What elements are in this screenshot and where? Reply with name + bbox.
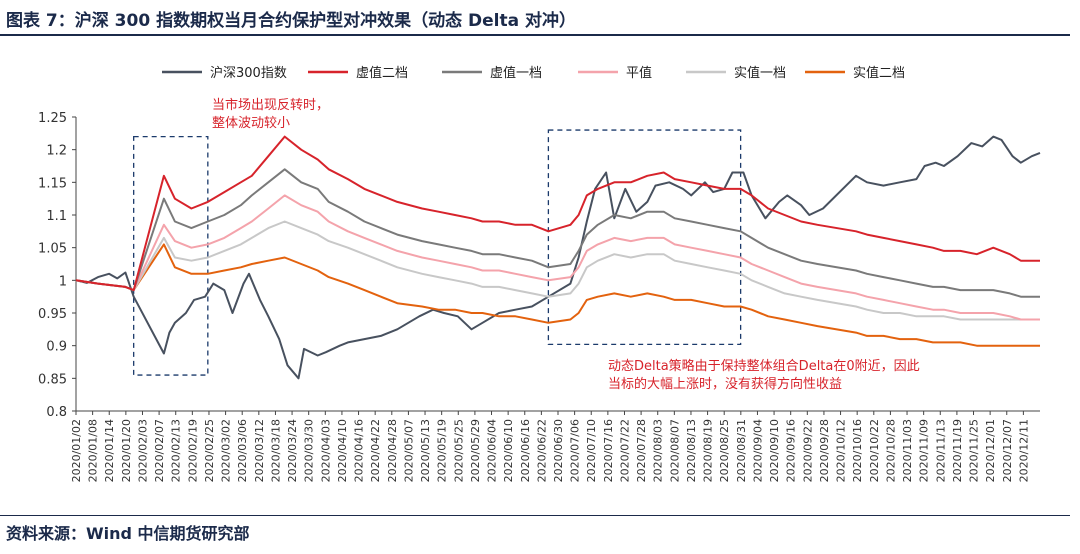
x-tick-label: 2020/11/25 (968, 419, 981, 482)
x-tick-label: 2020/01/14 (103, 419, 116, 482)
x-tick-label: 2020/02/07 (153, 419, 166, 482)
annotation-text: 动态Delta策略由于保持整体组合Delta在0附近，因此 (608, 358, 920, 374)
legend-label: 虚值一档 (490, 65, 542, 81)
x-tick-label: 2020/07/16 (602, 419, 615, 482)
x-tick-label: 2020/12/07 (1001, 419, 1014, 482)
chart-axes: 0.8 0.85 0.9 0.95 1 1.05 1.1 1.15 1.2 1.25 2020/01… (38, 111, 1040, 482)
series-line (75, 194, 1040, 321)
annotation-text: 整体波动较小 (212, 116, 290, 131)
y-tick-label: 1 (59, 274, 67, 289)
x-tick-label: 2020/07/22 (618, 419, 631, 482)
x-tick-label: 2020/02/25 (203, 419, 216, 482)
x-tick-label: 2020/05/13 (419, 419, 432, 482)
x-tick-label: 2020/08/19 (702, 419, 715, 482)
legend-label: 实值一档 (734, 65, 786, 81)
x-tick-label: 2020/09/16 (785, 419, 798, 482)
source-rule (0, 515, 1070, 516)
legend-label: 虚值二档 (356, 65, 408, 81)
x-tick-label: 2020/09/22 (801, 419, 814, 482)
x-tick-label: 2020/06/04 (486, 419, 499, 482)
x-tick-label: 2020/09/04 (751, 419, 764, 482)
highlight-boxes (133, 129, 742, 376)
x-tick-label: 2020/11/09 (918, 419, 931, 482)
x-tick-label: 2020/05/19 (436, 419, 449, 482)
x-tick-label: 2020/05/25 (452, 419, 465, 482)
legend-label: 沪深300指数 (210, 65, 287, 81)
y-tick-label: 1.1 (46, 209, 67, 224)
x-tick-label: 2020/03/02 (220, 419, 233, 482)
x-tick-label: 2020/01/08 (87, 419, 100, 482)
annotation-text: 当市场出现反转时， (212, 97, 329, 113)
source-note: 资料来源：Wind 中信期货研究部 (6, 524, 250, 543)
x-tick-label: 2020/04/03 (319, 419, 332, 482)
x-tick-label: 2020/03/24 (286, 419, 299, 482)
y-tick-label: 1.05 (38, 242, 67, 257)
chart-legend: 沪深300指数 虚值二档 虚值一档 平值 实值一档 实值二档 (162, 65, 905, 81)
x-tick-label: 2020/11/13 (934, 419, 947, 482)
y-tick-label: 0.85 (38, 372, 67, 387)
y-tick-label: 1.25 (38, 111, 67, 126)
x-tick-label: 2020/10/22 (868, 419, 881, 482)
x-tick-label: 2020/11/03 (901, 419, 914, 482)
x-tick-label: 2020/09/10 (768, 419, 781, 482)
x-tick-label: 2020/02/13 (170, 419, 183, 482)
series-line (75, 243, 1040, 347)
chart-annotations: 当市场出现反转时， 整体波动较小动态Delta策略由于保持整体组合Delta在0附… (212, 97, 920, 392)
x-tick-label: 2020/10/12 (835, 419, 848, 482)
x-tick-label: 2020/12/01 (984, 419, 997, 482)
x-tick-label: 2020/02/19 (186, 419, 199, 482)
x-tick-label: 2020/06/30 (552, 419, 565, 482)
series-line (75, 168, 1040, 298)
highlight-box (133, 135, 209, 376)
x-tick-label: 2020/04/16 (353, 419, 366, 482)
x-tick-label: 2020/07/28 (635, 419, 648, 482)
x-tick-label: 2020/05/07 (402, 419, 415, 482)
x-tick-label: 2020/06/16 (519, 419, 532, 482)
x-tick-label: 2020/05/29 (469, 419, 482, 482)
series-line (75, 135, 1041, 380)
annotation-text: 当标的大幅上涨时，没有获得方向性收益 (608, 376, 842, 392)
x-tick-label: 2020/03/12 (253, 419, 266, 482)
y-tick-label: 1.15 (38, 176, 67, 191)
y-tick-label: 0.9 (46, 340, 67, 355)
x-tick-label: 2020/09/28 (818, 419, 831, 482)
highlight-box (547, 129, 742, 346)
x-tick-label: 2020/01/02 (70, 419, 83, 482)
x-tick-label: 2020/08/13 (685, 419, 698, 482)
x-tick-label: 2020/10/28 (884, 419, 897, 482)
x-tick-label: 2020/07/10 (585, 419, 598, 482)
x-tick-label: 2020/03/06 (236, 419, 249, 482)
series-line (75, 220, 1040, 321)
legend-label: 实值二档 (853, 65, 905, 81)
x-tick-label: 2020/03/30 (303, 419, 316, 482)
x-tick-label: 2020/01/20 (120, 419, 133, 482)
title-rule (0, 34, 1070, 36)
x-tick-label: 2020/03/18 (269, 419, 282, 482)
x-tick-label: 2020/08/07 (668, 419, 681, 482)
x-tick-label: 2020/12/11 (1017, 419, 1030, 482)
x-tick-label: 2020/11/19 (951, 419, 964, 482)
x-tick-label: 2020/06/10 (502, 419, 515, 482)
chart-series (75, 135, 1041, 380)
x-tick-label: 2020/04/28 (386, 419, 399, 482)
x-tick-label: 2020/08/31 (735, 419, 748, 482)
y-tick-label: 1.2 (46, 144, 67, 159)
x-tick-label: 2020/06/22 (535, 419, 548, 482)
series-line (75, 135, 1040, 292)
y-tick-label: 0.95 (38, 307, 67, 322)
y-tick-label: 0.8 (46, 405, 67, 420)
x-tick-label: 2020/04/22 (369, 419, 382, 482)
x-tick-label: 2020/02/03 (136, 419, 149, 482)
x-tick-label: 2020/07/06 (569, 419, 582, 482)
legend-label: 平值 (626, 65, 652, 81)
x-tick-label: 2020/04/10 (336, 419, 349, 482)
line-chart: 沪深300指数 虚值二档 虚值一档 平值 实值一档 实值二档 0.8 0.85 0.9 0.95… (38, 65, 1041, 482)
x-tick-label: 2020/08/03 (652, 419, 665, 482)
x-tick-label: 2020/08/25 (718, 419, 731, 482)
x-tick-label: 2020/10/16 (851, 419, 864, 482)
figure-title: 图表 7：沪深 300 指数期权当月合约保护型对冲效果（动态 Delta 对冲） (6, 11, 576, 31)
